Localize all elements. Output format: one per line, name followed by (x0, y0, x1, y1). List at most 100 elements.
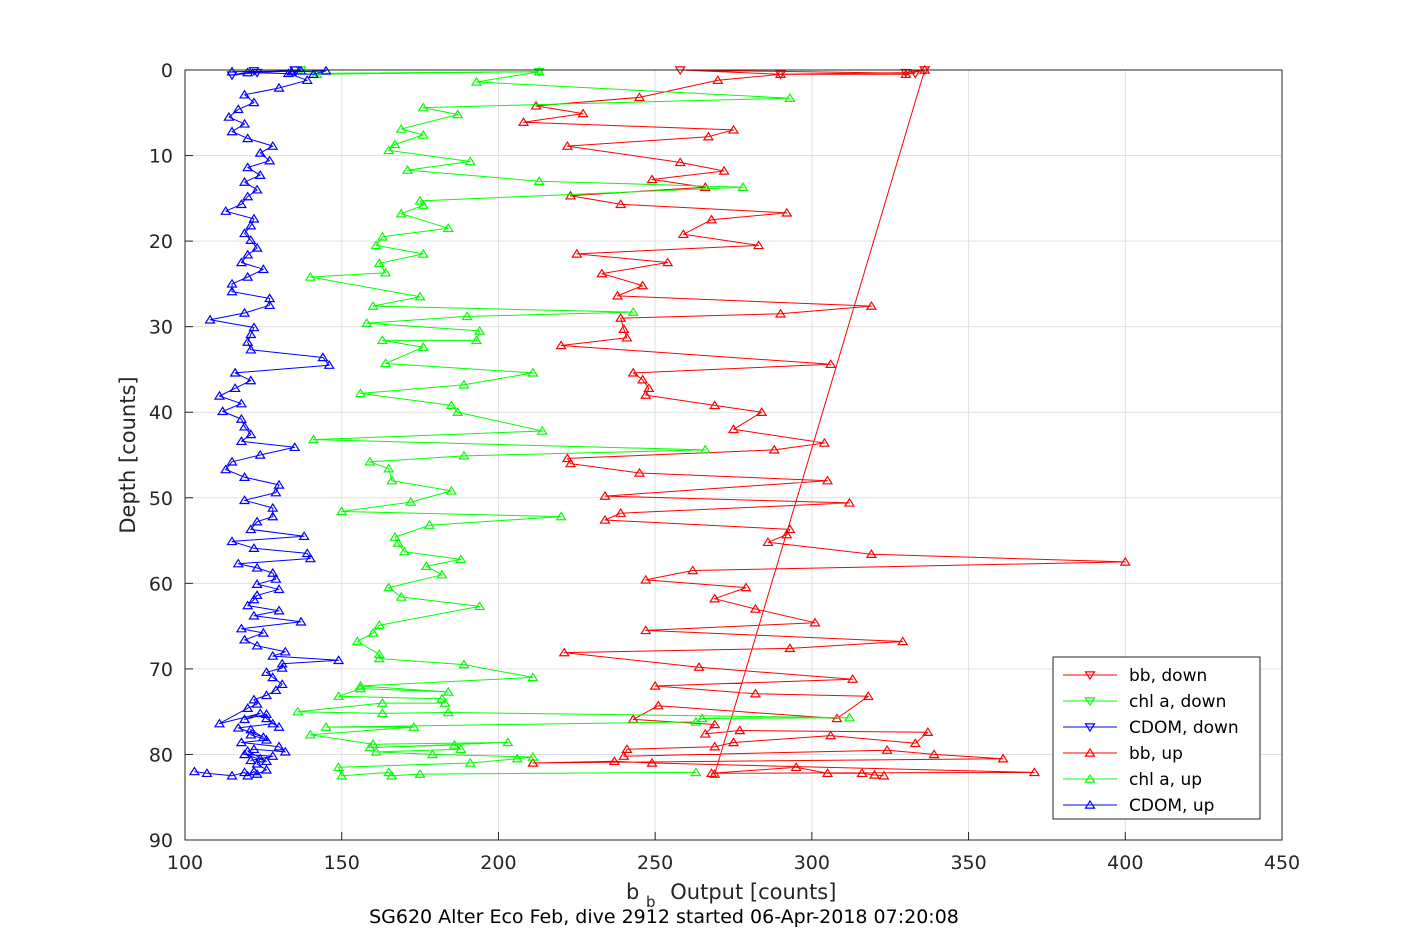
data-point-bb-up-marker (633, 467, 646, 477)
data-point-cdom-up-marker (242, 162, 254, 172)
data-point-chl-a-up-marker (455, 554, 467, 564)
data-point-chl-a-up-marker (442, 707, 454, 717)
data-point-cdom-up-marker (248, 610, 260, 620)
data-point-cdom-up-marker (323, 359, 335, 369)
data-point-chl-a-up-marker (533, 176, 545, 185)
data-point-chl-a-up-marker (392, 537, 404, 547)
data-point-cdom-up-marker (245, 329, 257, 339)
data-point-bb-up-marker (825, 730, 837, 740)
data-point-cdom-up-marker (251, 640, 263, 650)
data-point-bb-up-marker (781, 529, 793, 539)
data-point-chl-a-up-marker (511, 753, 523, 763)
data-point-cdom-up-marker (254, 449, 266, 459)
data-point-cdom-up-marker (245, 729, 257, 739)
data-point-bb-up-marker (727, 124, 740, 134)
data-point-cdom-up-marker (254, 170, 266, 179)
data-point-cdom-up-marker (238, 307, 251, 317)
data-point-chl-a-up-marker (439, 697, 451, 707)
y-tick-label: 40 (149, 402, 173, 424)
data-point-bb-up-marker (693, 661, 705, 671)
data-point-cdom-up-marker (232, 558, 244, 568)
data-point-cdom-up-marker (238, 714, 251, 724)
data-point-cdom-up-marker (213, 718, 226, 728)
data-point-chl-a-up-marker (332, 691, 345, 701)
data-point-chl-a-up-marker (417, 199, 429, 209)
data-point-bb-up-marker (599, 490, 611, 500)
data-point-cdom-up-marker (254, 708, 266, 718)
data-point-bb-up-marker (633, 92, 646, 102)
data-point-cdom-up-marker (238, 228, 251, 238)
series-line-chl-a-up (297, 71, 850, 777)
data-point-bb-up-marker (611, 290, 624, 300)
data-point-cdom-up-marker (267, 511, 279, 521)
data-point-bb-up-marker (677, 229, 689, 239)
data-point-chl-a-up-marker (367, 738, 379, 748)
legend-label: chl a, down (1129, 692, 1226, 712)
data-point-bb-up-marker (649, 680, 661, 690)
data-point-cdom-up-marker (235, 623, 247, 633)
data-point-chl-a-up-marker (464, 156, 476, 166)
data-point-chl-a-up-marker (354, 388, 367, 398)
data-point-cdom-up-marker (242, 336, 254, 346)
data-point-cdom-up-marker (273, 82, 285, 92)
data-point-bb-up-marker (881, 744, 893, 754)
data-point-chl-a-up-marker (417, 102, 429, 112)
data-point-chl-a-up-marker (389, 531, 401, 541)
data-point-cdom-up-marker (245, 724, 257, 734)
data-point-bb-up-marker (997, 753, 1009, 763)
data-point-cdom-up-marker (279, 746, 291, 756)
data-point-cdom-up-marker (251, 579, 263, 588)
plot-frame (184, 69, 1283, 841)
data-point-chl-a-up-marker (627, 306, 639, 316)
chart-caption: SG620 Alter Eco Feb, dive 2912 started 0… (369, 906, 959, 928)
data-point-bb-up-marker (821, 475, 834, 485)
data-point-cdom-up-marker (242, 703, 254, 712)
data-point-cdom-up-marker (251, 562, 263, 572)
data-point-bb-up-marker (868, 769, 881, 779)
data-point-bb-up-marker (709, 593, 721, 603)
data-point-chl-a-up-marker (436, 569, 448, 579)
data-point-chl-a-up-marker (395, 591, 407, 601)
data-point-chl-a-up-marker (386, 475, 398, 485)
data-point-chl-a-up-marker (696, 713, 708, 723)
data-point-cdom-up-marker (260, 713, 273, 723)
data-point-chl-a-up-marker (408, 721, 420, 731)
data-point-chl-a-up-marker (367, 300, 379, 310)
legend-item-chl-a-up: chl a, up (1063, 770, 1202, 790)
data-point-bb-up-marker (571, 248, 583, 258)
data-point-bb-up-marker (687, 565, 699, 575)
data-point-cdom-up-marker (232, 104, 244, 114)
legend-swatch-marker (1084, 697, 1096, 707)
data-point-cdom-up-marker (242, 770, 254, 780)
data-point-cdom-up-marker (257, 264, 269, 274)
data-point-bb-up-marker (862, 691, 874, 701)
data-point-chl-a-up-marker (398, 546, 410, 556)
data-point-cdom-up-marker (226, 536, 238, 546)
data-point-cdom-up-marker (248, 744, 260, 754)
data-point-bb-up-marker (734, 725, 746, 735)
data-point-chl-a-up-marker (417, 129, 429, 139)
data-point-bb-up-marker (856, 768, 868, 778)
data-point-chl-a-up-marker (367, 627, 379, 637)
data-point-chl-a-up-marker (843, 712, 856, 722)
legend-box (1052, 656, 1261, 820)
data-point-bb-up-marker (752, 240, 765, 250)
data-point-cdom-up-marker (285, 66, 298, 76)
data-point-bb-up-marker (768, 444, 780, 454)
data-point-chl-a-up-marker (373, 649, 385, 659)
data-point-bb-up-marker (865, 300, 877, 310)
data-point-chl-a-up-marker (376, 231, 389, 241)
data-point-cdom-up-marker (273, 721, 285, 731)
data-point-chl-a-up-marker (383, 582, 395, 592)
data-point-chl-a-up-marker (389, 139, 401, 149)
data-point-bb-up-marker (756, 407, 768, 416)
data-point-bb-up-marker (662, 257, 674, 267)
data-point-chl-a-up-marker (527, 751, 539, 761)
data-point-chl-a-up-marker (395, 208, 407, 218)
data-point-cdom-up-marker (235, 257, 247, 267)
data-point-bb-up-marker (909, 738, 921, 748)
data-point-cdom-up-marker (245, 375, 257, 385)
data-point-chl-a-up-marker (527, 672, 539, 682)
legend: bb, down chl a, down CDOM, down bb, up chl a… (1052, 656, 1261, 820)
data-point-cdom-up-marker (213, 390, 226, 400)
